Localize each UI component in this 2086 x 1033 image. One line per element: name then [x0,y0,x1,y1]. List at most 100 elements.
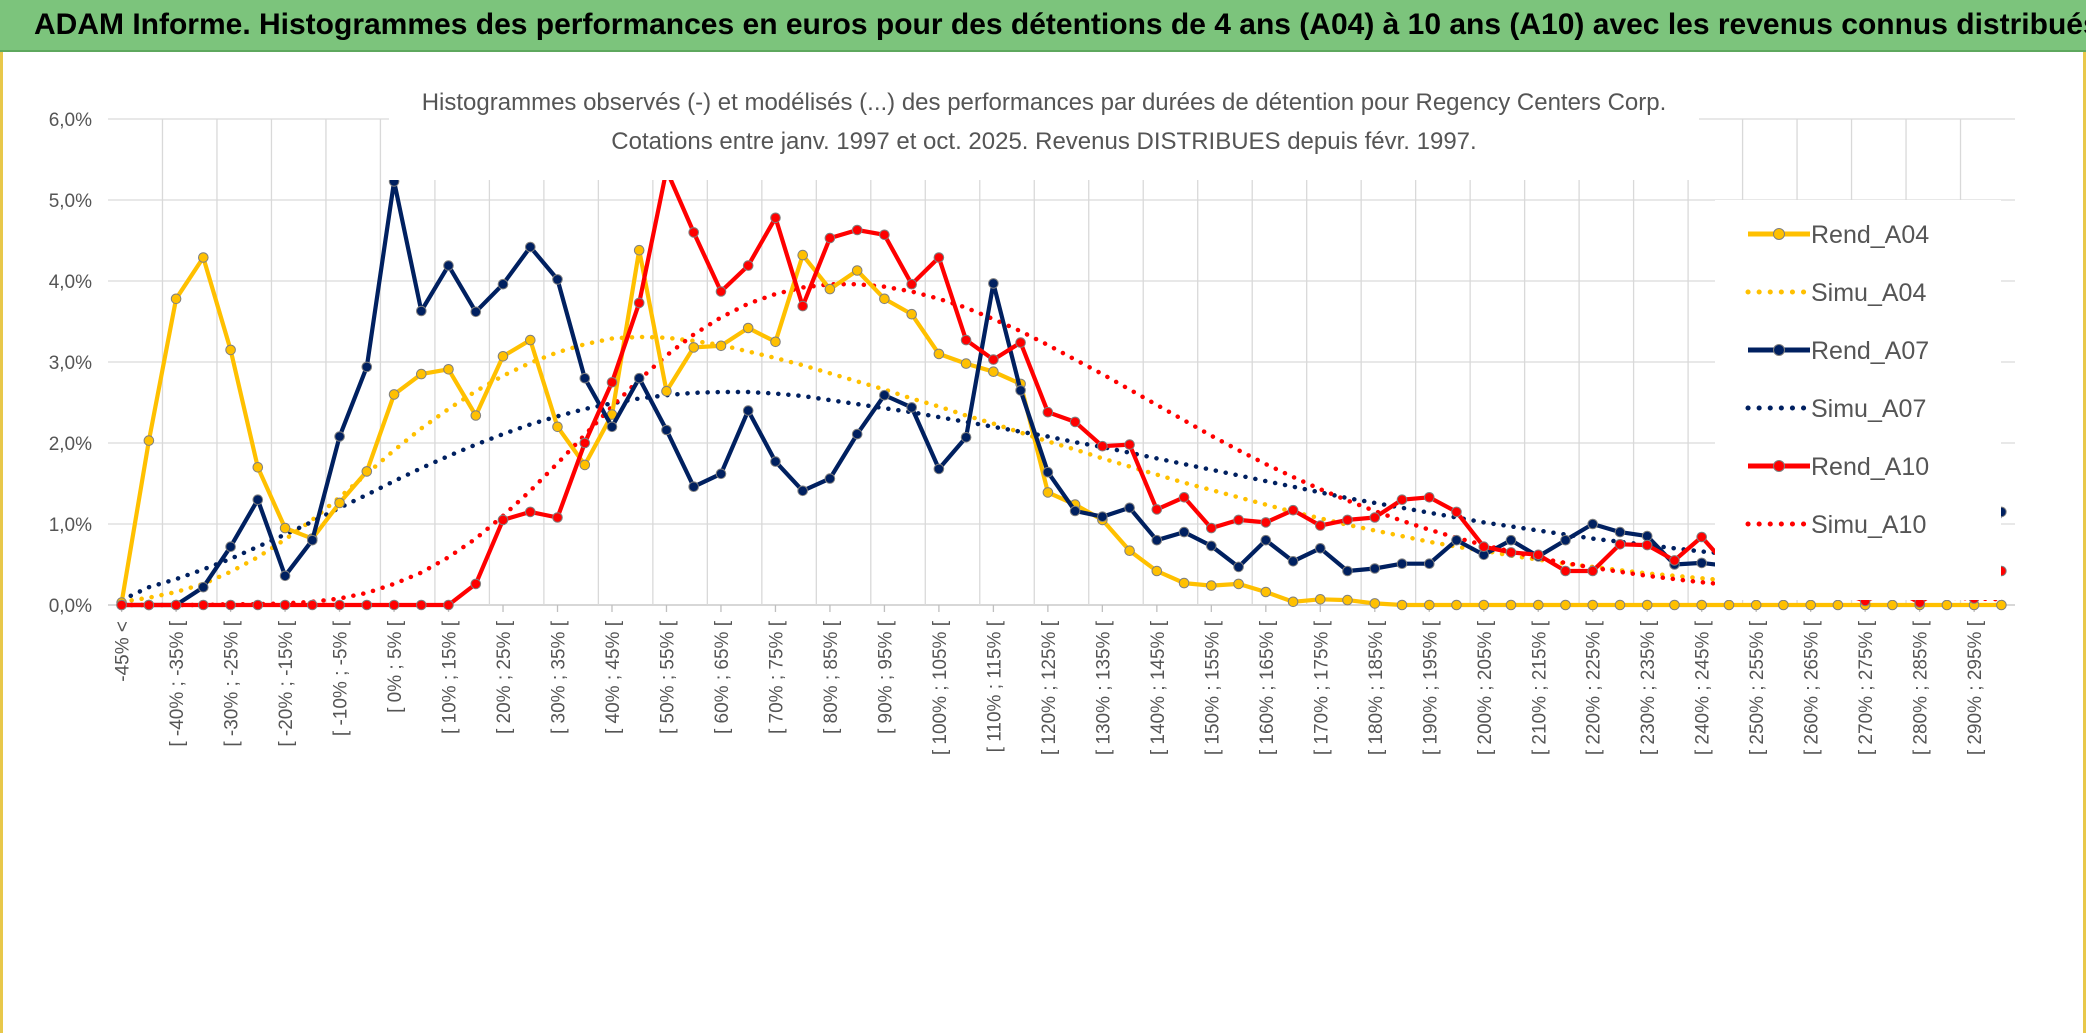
legend-label: Rend_A07 [1811,337,1929,365]
data-point [1587,599,1598,611]
data-point [388,599,400,611]
data-point [552,512,563,523]
data-point [1151,504,1163,515]
data-point [1669,555,1680,566]
data-point [1342,594,1353,606]
x-tick-label: [ 250% ; 255% [ [1747,620,1768,755]
x-tick-label: [ 150% ; 155% [ [1202,620,1223,755]
y-tick-label: 3,0% [49,353,92,374]
data-point [470,306,482,318]
data-point [1233,514,1244,526]
data-point [715,286,727,297]
data-point [552,274,563,285]
data-point [770,336,781,348]
legend-marker [1773,228,1785,240]
data-point [1587,518,1598,530]
data-point [1778,599,1789,611]
data-point [933,463,945,475]
data-point [1478,541,1490,553]
data-point [1233,578,1244,590]
data-point [879,389,890,401]
data-point [742,322,754,334]
x-tick-label: [ 140% ; 145% [ [1148,620,1169,755]
x-tick-label: [ 260% ; 265% [ [1802,620,1823,755]
legend-label: Simu_A07 [1811,395,1926,423]
data-point [688,481,700,493]
data-point [225,344,236,356]
data-point [1996,599,2007,611]
data-point [1260,517,1272,528]
x-tick-label: [ -10% ; -5% [ [331,620,352,736]
data-point [933,252,945,263]
data-point [198,252,209,263]
data-point [851,224,863,236]
data-point [1805,599,1816,611]
x-tick-label: [ 210% ; 215% [ [1529,620,1550,755]
data-point [960,334,972,346]
data-point [525,241,536,253]
data-point [1614,599,1626,611]
data-point [525,506,536,518]
data-point [1369,563,1381,574]
data-point [334,497,345,509]
data-point [1042,487,1054,498]
x-tick-label: [ 170% ; 175% [ [1311,620,1332,755]
data-point [1178,526,1190,538]
data-point [1206,522,1217,534]
data-point [988,278,999,289]
data-point [1560,534,1571,546]
series-rend-a04 [116,244,2007,611]
series-simu-a10 [119,281,2004,608]
data-point [361,466,373,477]
x-tick-label: [ 0% ; 5% [ [385,620,406,713]
data-point [525,334,536,346]
data-point [252,462,264,473]
data-point [1260,586,1272,598]
data-point [933,348,945,360]
data-point [906,278,918,290]
x-tick-label: [ 80% ; 85% [ [821,620,842,734]
data-point [1451,534,1462,546]
series-line-rend-a04 [119,248,2002,608]
x-tick-label: [ -40% ; -35% [ [167,620,188,746]
data-point [416,305,427,317]
data-point [1315,543,1326,554]
data-point [170,293,182,305]
data-point [1124,439,1135,450]
data-point [824,473,836,484]
data-point [1587,565,1598,577]
legend-marker [1773,460,1785,472]
data-point [1042,406,1054,418]
data-point [797,485,809,497]
data-point [252,599,264,611]
data-point [225,541,236,553]
legend: Rend_A04 Simu_A04 Rend_A07 Simu_A07 Rend_A10… [1745,221,1929,539]
data-point [661,385,672,397]
x-tick-label: [ 40% ; 45% [ [603,620,624,734]
report-banner: ADAM Informe. Histogrammes des performan… [0,0,2086,52]
data-point [851,428,863,440]
x-tick-label: [ 30% ; 35% [ [549,620,570,734]
data-point [416,599,427,611]
data-point [1424,599,1435,611]
legend-marker [1773,344,1785,356]
data-point [988,366,999,378]
data-point [715,340,727,352]
data-point [1424,492,1435,503]
data-point [497,514,509,526]
legend-label: Simu_A10 [1811,511,1926,539]
data-point [879,229,890,241]
series-line-rend-a07 [121,179,2004,608]
data-point [1206,540,1217,552]
data-point [606,377,618,388]
data-point [851,265,863,276]
data-point [1941,599,1953,611]
data-point [1614,539,1626,550]
x-tick-label: [ 120% ; 125% [ [1039,620,1060,755]
data-point [715,468,727,480]
data-point [824,283,836,295]
data-point [443,364,454,375]
data-point [1424,558,1435,570]
series-simu-a04 [119,334,2004,605]
x-tick-label: [ 70% ; 75% [ [766,620,787,734]
